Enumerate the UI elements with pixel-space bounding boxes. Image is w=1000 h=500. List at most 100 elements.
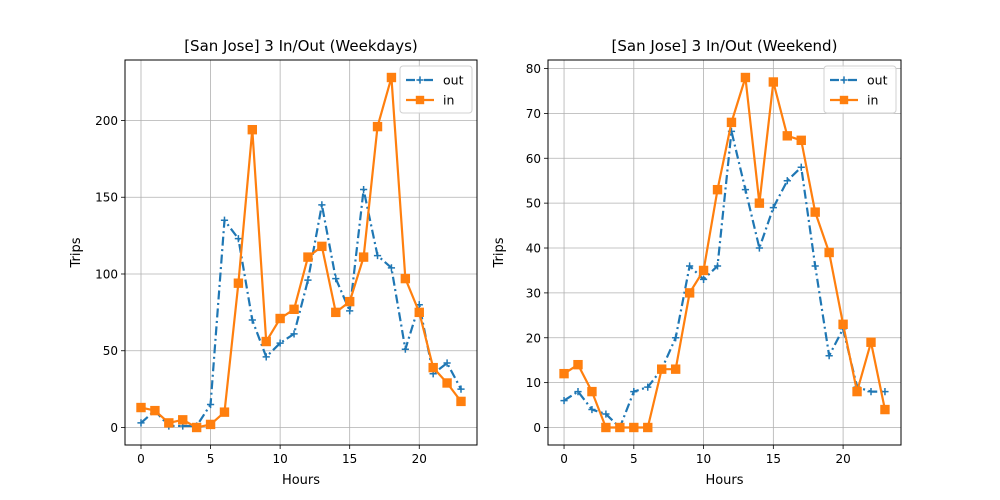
data-point-out <box>699 275 708 284</box>
y-axis-label: Trips <box>492 237 507 268</box>
chart-title: [San Jose] 3 In/Out (Weekend) <box>612 37 838 55</box>
legend: out in <box>399 65 473 114</box>
data-point-out <box>443 359 451 367</box>
data-point-out <box>825 352 833 360</box>
data-point-out <box>290 330 298 338</box>
data-point-out <box>602 410 610 418</box>
data-point-out <box>630 388 638 396</box>
data-point-out <box>811 262 819 270</box>
data-point-out <box>755 244 763 252</box>
data-point-out <box>346 307 354 315</box>
data-point-out <box>797 163 805 171</box>
data-point-in <box>331 307 341 318</box>
data-point-in <box>824 247 834 258</box>
y-tick-label: 70 <box>526 107 541 121</box>
data-point-in <box>386 72 397 83</box>
legend-label-in: in <box>867 93 878 108</box>
data-point-in <box>559 368 569 379</box>
y-tick-label: 50 <box>103 344 118 358</box>
data-point-out <box>137 419 145 427</box>
data-point-in <box>629 422 639 433</box>
legend-marker-in <box>839 95 849 105</box>
y-tick-label: 30 <box>526 286 541 300</box>
data-point-in <box>303 252 313 262</box>
y-tick-label: 0 <box>110 421 118 435</box>
data-point-out <box>276 339 284 347</box>
data-point-in <box>358 252 369 262</box>
data-point-in <box>219 407 230 417</box>
data-point-in <box>740 72 751 83</box>
data-point-in <box>866 337 876 347</box>
data-point-in <box>164 418 174 428</box>
data-point-in <box>289 304 299 314</box>
y-tick-label: 200 <box>95 114 118 128</box>
data-point-out <box>741 186 750 194</box>
legend-label-out: out <box>867 73 888 88</box>
data-point-out <box>672 334 680 342</box>
x-tick-label: 15 <box>766 452 781 466</box>
x-axis-label: Hours <box>705 473 743 488</box>
y-tick-label: 150 <box>95 191 118 205</box>
x-tick-label: 20 <box>835 452 850 466</box>
data-point-in <box>587 386 597 397</box>
legend-marker-in <box>415 95 425 105</box>
data-point-in <box>233 278 244 288</box>
x-tick-label: 0 <box>560 452 568 466</box>
data-point-in <box>372 121 383 132</box>
x-tick-label: 5 <box>630 452 638 466</box>
data-point-in <box>684 288 695 298</box>
data-point-out <box>769 204 777 212</box>
y-tick-label: 50 <box>526 197 541 211</box>
data-point-in <box>880 404 890 415</box>
data-point-out <box>560 396 568 405</box>
y-tick-label: 60 <box>526 152 541 166</box>
data-point-in <box>573 359 583 370</box>
data-point-out <box>387 264 396 272</box>
data-point-in <box>810 207 820 217</box>
y-tick-label: 40 <box>526 242 541 256</box>
x-tick-label: 20 <box>412 452 427 466</box>
x-tick-label: 0 <box>137 452 145 466</box>
data-point-out <box>248 316 256 324</box>
data-point-in <box>261 336 271 347</box>
x-tick-label: 10 <box>272 452 287 466</box>
data-point-in <box>838 319 848 329</box>
data-point-out <box>206 400 215 409</box>
data-point-out <box>686 262 694 270</box>
legend-marker-out <box>416 76 424 84</box>
x-tick-label: 10 <box>696 452 711 466</box>
data-point-out <box>262 353 270 361</box>
data-point-out <box>360 185 368 194</box>
data-point-in <box>657 364 667 374</box>
data-point-in <box>456 396 466 407</box>
data-point-in <box>317 241 327 252</box>
data-point-in <box>782 131 792 141</box>
legend-marker-out <box>840 76 848 84</box>
data-point-in <box>247 124 258 135</box>
data-point-out <box>373 251 382 260</box>
y-tick-label: 100 <box>95 267 118 281</box>
data-point-out <box>304 276 312 284</box>
data-point-in <box>768 77 779 87</box>
data-point-out <box>401 345 409 353</box>
data-point-out <box>881 388 889 396</box>
x-tick-label: 15 <box>342 452 357 466</box>
series-line-in <box>563 76 887 429</box>
data-point-out <box>234 235 242 243</box>
axes-frame <box>124 59 478 446</box>
x-axis-label: Hours <box>282 473 320 488</box>
y-tick-label: 10 <box>526 376 541 390</box>
data-point-in <box>754 198 765 208</box>
data-point-in <box>400 273 411 284</box>
data-point-in <box>726 117 737 128</box>
series-line-out <box>563 130 885 429</box>
chart-title: [San Jose] 3 In/Out (Weekdays) <box>184 37 418 55</box>
data-point-in <box>852 386 862 397</box>
data-point-out <box>332 274 340 283</box>
data-point-in <box>428 362 438 373</box>
legend-label-out: out <box>443 73 464 88</box>
data-point-out <box>867 388 875 396</box>
data-point-in <box>712 184 723 195</box>
